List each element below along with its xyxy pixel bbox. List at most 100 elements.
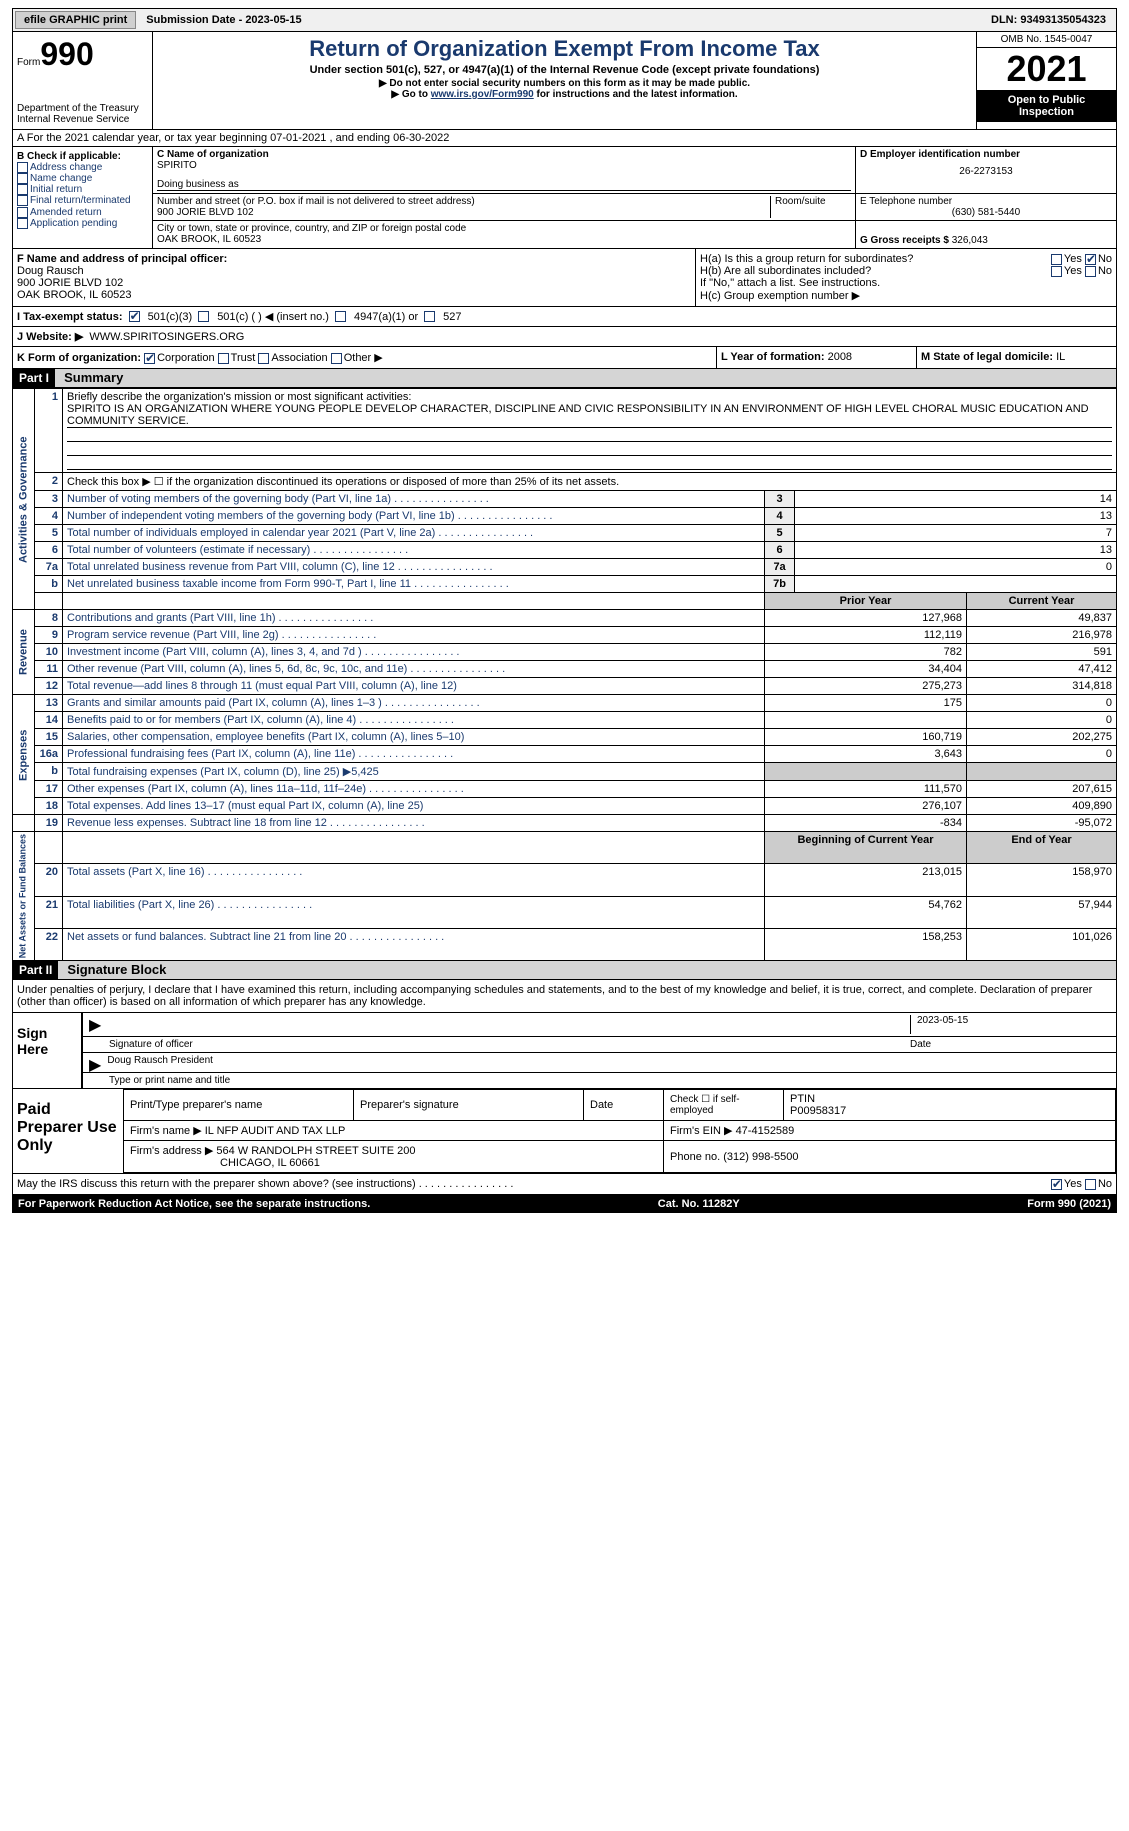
officer-print-name: Doug Rausch President — [101, 1055, 213, 1070]
section-b: B Check if applicable: Address change Na… — [13, 147, 153, 248]
firm-ein-label: Firm's EIN ▶ — [670, 1125, 733, 1137]
hb-yes[interactable] — [1051, 266, 1062, 277]
firm-addr2: CHICAGO, IL 60661 — [130, 1157, 320, 1169]
begin-year-hdr: Beginning of Current Year — [765, 832, 967, 864]
state-domicile-label: M State of legal domicile: — [921, 351, 1053, 363]
line12: Total revenue—add lines 8 through 11 (mu… — [63, 678, 765, 695]
year-formation-label: L Year of formation: — [721, 351, 825, 363]
perjury-declaration: Under penalties of perjury, I declare th… — [13, 980, 1116, 1013]
ein-value: 26-2273153 — [860, 160, 1112, 177]
form-number: 990 — [40, 36, 93, 72]
discuss-yes[interactable] — [1051, 1179, 1062, 1190]
firm-phone-label: Phone no. — [670, 1151, 720, 1163]
arrow-icon: ▶ — [89, 1015, 101, 1034]
line5-text: Total number of individuals employed in … — [63, 525, 765, 542]
city-value: OAK BROOK, IL 60523 — [157, 234, 851, 245]
chk-4947[interactable] — [335, 311, 346, 322]
side-revenue: Revenue — [13, 610, 35, 695]
dept-treasury: Department of the Treasury Internal Reve… — [17, 103, 148, 125]
firm-name-label: Firm's name ▶ — [130, 1125, 202, 1137]
part1-title: Summary — [58, 370, 123, 385]
form-label: Form — [17, 57, 40, 68]
paid-preparer-label: Paid Preparer Use Only — [13, 1089, 123, 1173]
firm-phone: (312) 998-5500 — [723, 1151, 798, 1163]
chk-501c[interactable] — [198, 311, 209, 322]
chk-501c3[interactable] — [129, 311, 140, 322]
side-activities: Activities & Governance — [13, 389, 35, 610]
chk-name-change[interactable]: Name change — [17, 173, 148, 184]
line7a-value: 0 — [795, 559, 1117, 576]
ssn-note: ▶ Do not enter social security numbers o… — [157, 78, 972, 89]
part2-title: Signature Block — [61, 962, 166, 977]
discuss-no[interactable] — [1085, 1179, 1096, 1190]
ptin-label: PTIN — [790, 1093, 815, 1105]
line22: Net assets or fund balances. Subtract li… — [63, 928, 765, 960]
ha-yes[interactable] — [1051, 254, 1062, 265]
prep-sig-label: Preparer's signature — [354, 1090, 584, 1121]
part2-header: Part II — [13, 961, 58, 979]
chk-assoc[interactable] — [258, 353, 269, 364]
website-value: WWW.SPIRITOSINGERS.ORG — [89, 331, 244, 343]
gross-label: G Gross receipts $ — [860, 235, 949, 246]
sig-date-value: 2023-05-15 — [910, 1015, 1110, 1034]
ha-no[interactable] — [1085, 254, 1096, 265]
chk-other[interactable] — [331, 353, 342, 364]
gross-value: 326,043 — [952, 235, 988, 246]
chk-corp[interactable] — [144, 353, 155, 364]
city-label: City or town, state or province, country… — [157, 223, 851, 234]
line6-value: 13 — [795, 542, 1117, 559]
irs-link[interactable]: www.irs.gov/Form990 — [431, 89, 534, 100]
line4-value: 13 — [795, 508, 1117, 525]
chk-527[interactable] — [424, 311, 435, 322]
cat-number: Cat. No. 11282Y — [658, 1198, 740, 1210]
line19: Revenue less expenses. Subtract line 18 … — [63, 815, 765, 832]
q2-text: Check this box ▶ ☐ if the organization d… — [63, 473, 1117, 491]
dba-label: Doing business as — [157, 179, 851, 191]
chk-app-pending[interactable]: Application pending — [17, 218, 148, 229]
summary-table: Activities & Governance 1 Briefly descri… — [12, 388, 1117, 961]
line14: Benefits paid to or for members (Part IX… — [63, 712, 765, 729]
phone-label: E Telephone number — [860, 196, 1112, 207]
efile-print-button[interactable]: efile GRAPHIC print — [15, 11, 136, 29]
form-org-label: K Form of organization: — [17, 352, 141, 364]
q1-label: Briefly describe the organization's miss… — [67, 391, 411, 403]
hb-label: H(b) Are all subordinates included? — [700, 265, 871, 277]
org-name: SPIRITO — [157, 160, 851, 171]
discuss-question: May the IRS discuss this return with the… — [17, 1178, 513, 1190]
officer-addr1: 900 JORIE BLVD 102 — [17, 277, 691, 289]
hb-no[interactable] — [1085, 266, 1096, 277]
tax-status-label: I Tax-exempt status: — [17, 311, 123, 323]
open-inspection: Open to Public Inspection — [977, 90, 1116, 122]
addr-value: 900 JORIE BLVD 102 — [157, 207, 770, 218]
line15: Salaries, other compensation, employee b… — [63, 729, 765, 746]
ein-label: D Employer identification number — [860, 149, 1112, 160]
firm-addr-label: Firm's address ▶ — [130, 1145, 213, 1157]
dln: DLN: 93493135054323 — [991, 14, 1114, 26]
line4-text: Number of independent voting members of … — [63, 508, 765, 525]
line7b-value — [795, 576, 1117, 593]
org-name-label: C Name of organization — [157, 149, 851, 160]
tax-year: 2021 — [977, 48, 1116, 90]
chk-trust[interactable] — [218, 353, 229, 364]
phone-value: (630) 581-5440 — [860, 207, 1112, 218]
side-expenses: Expenses — [13, 695, 35, 815]
line13: Grants and similar amounts paid (Part IX… — [63, 695, 765, 712]
sig-officer-label: Signature of officer — [89, 1039, 910, 1050]
sign-here-label: Sign Here — [13, 1013, 83, 1088]
arrow-icon: ▶ — [89, 1055, 101, 1070]
chk-address-change[interactable]: Address change — [17, 162, 148, 173]
form-subtitle: Under section 501(c), 527, or 4947(a)(1)… — [157, 64, 972, 76]
self-employed-chk[interactable]: Check ☐ if self-employed — [664, 1090, 784, 1121]
chk-amended[interactable]: Amended return — [17, 207, 148, 218]
omb-number: OMB No. 1545-0047 — [977, 32, 1116, 48]
form-footer: Form 990 (2021) — [1027, 1198, 1111, 1210]
goto-post: for instructions and the latest informat… — [534, 89, 738, 100]
line9: Program service revenue (Part VIII, line… — [63, 627, 765, 644]
chk-initial-return[interactable]: Initial return — [17, 184, 148, 195]
hb-note: If "No," attach a list. See instructions… — [700, 277, 1112, 289]
chk-final-return[interactable]: Final return/terminated — [17, 195, 148, 206]
ptin-value: P00958317 — [790, 1105, 846, 1117]
line7a-text: Total unrelated business revenue from Pa… — [63, 559, 765, 576]
line20: Total assets (Part X, line 16) — [63, 864, 765, 896]
firm-ein: 47-4152589 — [736, 1125, 795, 1137]
